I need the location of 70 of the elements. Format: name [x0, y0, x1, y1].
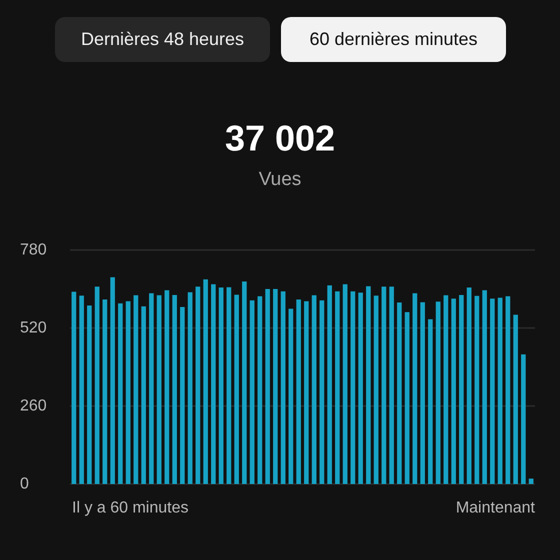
bar — [412, 293, 418, 484]
bar — [389, 286, 394, 484]
bar — [288, 308, 294, 484]
bar — [110, 277, 115, 484]
text: 60 dernières minutes — [281, 17, 506, 62]
bar — [102, 300, 108, 484]
bar — [126, 301, 130, 484]
bar — [87, 306, 92, 484]
bar — [94, 286, 100, 484]
bar — [218, 288, 224, 484]
bar — [382, 286, 386, 484]
bar — [304, 301, 309, 484]
bar — [273, 289, 278, 484]
text: Il y a 60 minutes — [72, 500, 188, 516]
bar — [203, 279, 208, 484]
bar — [513, 314, 518, 484]
bar — [296, 300, 301, 484]
bar — [242, 282, 247, 484]
bar — [506, 296, 510, 484]
chart-subtitle: Vues — [258, 169, 302, 190]
bar — [335, 291, 340, 484]
text: Maintenant — [456, 500, 536, 516]
bar — [141, 306, 146, 484]
bar — [312, 295, 316, 484]
bar — [250, 300, 254, 484]
bar — [498, 298, 502, 484]
bar — [211, 284, 216, 484]
bar — [188, 292, 192, 484]
bar — [490, 298, 495, 484]
bar — [164, 290, 170, 484]
text: Dernières 48 heures — [55, 17, 270, 62]
bar — [366, 286, 371, 484]
bar — [474, 296, 480, 484]
chart-title: 37 002 — [224, 118, 336, 158]
bar — [280, 291, 286, 484]
y-tick-label: 260 — [20, 398, 47, 414]
y-tick-label: 0 — [20, 476, 29, 492]
bar — [466, 288, 472, 484]
bar — [451, 298, 456, 484]
bar — [350, 291, 356, 484]
bar — [420, 302, 425, 484]
bar — [156, 295, 162, 484]
bar — [459, 295, 464, 484]
bar — [374, 296, 378, 484]
bar — [320, 300, 324, 484]
bar — [226, 287, 232, 484]
bar — [428, 319, 433, 484]
bar — [172, 295, 177, 484]
bar — [118, 303, 123, 484]
bar — [327, 285, 332, 484]
bar — [436, 302, 440, 484]
bar — [397, 302, 402, 484]
bar — [444, 295, 448, 484]
bar — [149, 293, 154, 484]
y-tick-label: 520 — [20, 320, 47, 336]
bar — [258, 296, 262, 484]
bar — [72, 292, 76, 484]
bar — [196, 286, 200, 484]
bar — [234, 294, 239, 484]
bar — [358, 292, 363, 484]
bar — [79, 296, 84, 484]
bar — [482, 290, 487, 484]
bar — [528, 478, 534, 484]
bar — [342, 284, 348, 484]
bar — [521, 354, 526, 484]
bar — [180, 307, 185, 484]
bar — [134, 295, 138, 484]
bar — [265, 289, 270, 484]
bar — [404, 312, 410, 484]
y-tick-label: 780 — [20, 242, 47, 258]
